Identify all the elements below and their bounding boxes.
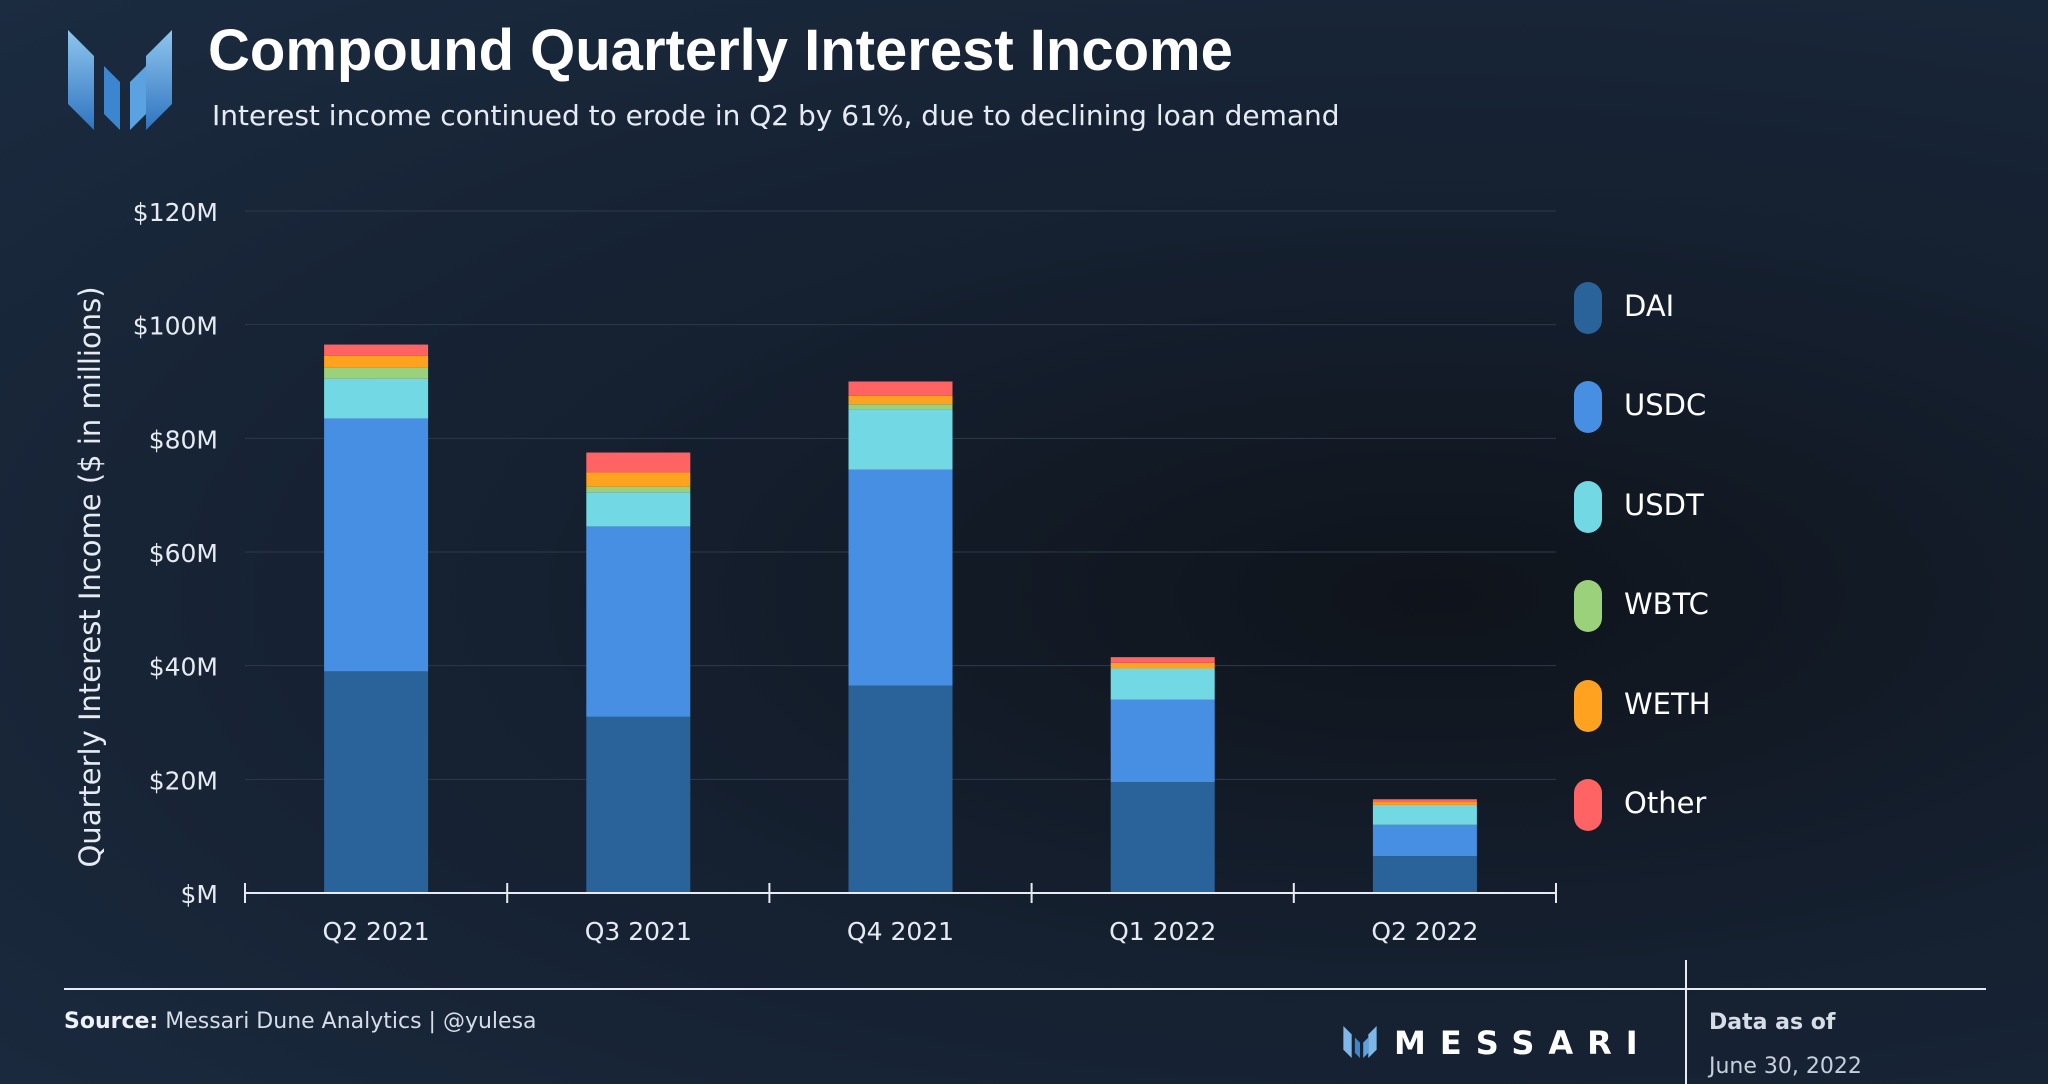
bar-segment-wbtc (586, 486, 691, 493)
source-label: Source: (64, 1009, 159, 1034)
chart-legend: DAI USDC USDT WBTC WETH Other (1574, 278, 1874, 874)
legend-item-usdt: USDT (1574, 477, 1874, 576)
brand-wordmark: MESSARI (1394, 1024, 1652, 1062)
y-tick-label: $60M (149, 539, 218, 568)
messari-brand-icon (1343, 1026, 1377, 1058)
legend-label: DAI (1624, 289, 1675, 323)
bar-segment-dai (1372, 856, 1477, 893)
data-as-of-label: Data as of (1709, 1010, 1836, 1035)
footer-vertical-divider (1685, 960, 1687, 1084)
x-tick-label: Q1 2022 (1109, 917, 1216, 946)
legend-label: WBTC (1624, 587, 1709, 622)
bar-segment-wbtc (324, 367, 429, 379)
axes (244, 883, 1557, 903)
legend-label: WETH (1624, 686, 1711, 721)
y-tick-label: $40M (149, 653, 218, 682)
source-text: Messari Dune Analytics | @yulesa (165, 1009, 537, 1034)
bar-segment-other (586, 452, 691, 473)
legend-item-usdc: USDC (1574, 377, 1874, 476)
bar-segment-weth (848, 395, 953, 405)
legend-item-dai: DAI (1574, 278, 1874, 377)
bar-segment-usdt (1372, 804, 1477, 825)
legend-item-wbtc: WBTC (1574, 576, 1874, 675)
bar-segment-weth (1372, 802, 1477, 805)
legend-swatch (1574, 282, 1602, 334)
bar-segment-usdc (848, 469, 953, 686)
bar-segment-usdt (586, 492, 691, 527)
messari-logo-icon (68, 30, 172, 130)
legend-swatch (1574, 679, 1602, 732)
bar-segment-dai (324, 671, 429, 893)
bar-segment-weth (586, 472, 691, 487)
x-tick-label: Q3 2021 (585, 917, 692, 946)
bar-segment-usdc (324, 418, 429, 672)
y-tick-label: $20M (149, 766, 218, 795)
footer-divider-line (64, 988, 1986, 990)
bar-segment-wbtc (848, 404, 953, 410)
bar-segment-dai (586, 716, 691, 893)
source-note: Source: Messari Dune Analytics | @yulesa (64, 1006, 537, 1038)
y-tick-label: $120M (133, 198, 218, 227)
x-tick-label: Q4 2021 (847, 917, 954, 946)
legend-swatch (1574, 381, 1602, 434)
bar-segment-weth (324, 355, 429, 368)
x-tick-label: Q2 2022 (1371, 917, 1478, 946)
legend-swatch (1574, 778, 1602, 831)
legend-swatch (1574, 480, 1602, 533)
bar-segment-weth (1110, 662, 1215, 669)
bars (324, 344, 1477, 893)
axis-labels: $M $20M $40M $60M $80M $100M $120M Q2 2021 Q3 20… (133, 198, 1479, 946)
legend-label: USDC (1624, 388, 1707, 423)
bar-segment-usdc (1372, 824, 1477, 857)
legend-item-weth: WETH (1574, 676, 1874, 775)
page-subtitle: Interest income continued to erode in Q2… (212, 99, 1340, 132)
legend-label: USDT (1624, 487, 1704, 522)
bar-segment-other (848, 381, 953, 396)
legend-swatch (1574, 580, 1602, 633)
y-tick-label: $M (181, 880, 218, 909)
y-axis-label: Quarterly Interest Income ($ in millions… (73, 286, 107, 867)
legend-label: Other (1624, 785, 1707, 820)
bar-segment-dai (848, 685, 953, 893)
data-as-of-date: June 30, 2022 (1709, 1054, 1862, 1079)
x-tick-label: Q2 2021 (323, 917, 430, 946)
page-title: Compound Quarterly Interest Income (208, 18, 1233, 83)
bar-segment-usdc (1110, 699, 1215, 783)
bar-segment-usdt (848, 409, 953, 470)
y-tick-label: $80M (149, 425, 218, 454)
bar-segment-other (324, 344, 429, 356)
bar-segment-usdt (324, 378, 429, 419)
bar-segment-other (1372, 799, 1477, 803)
bar-segment-other (1110, 657, 1215, 663)
bar-segment-usdt (1110, 668, 1215, 700)
bar-segment-dai (1110, 782, 1215, 893)
y-tick-label: $100M (133, 312, 218, 341)
legend-item-other: Other (1574, 775, 1874, 874)
bar-segment-usdc (586, 526, 691, 717)
